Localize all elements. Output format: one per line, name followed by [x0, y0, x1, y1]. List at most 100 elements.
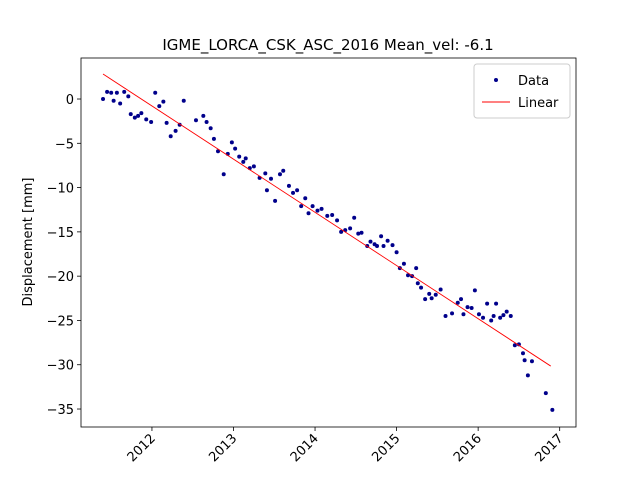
data-point: [164, 120, 169, 125]
data-point: [481, 315, 486, 320]
data-point: [512, 343, 517, 348]
data-point: [498, 315, 503, 320]
data-point: [310, 204, 315, 209]
data-point: [109, 90, 114, 95]
legend-swatch: [494, 78, 498, 82]
data-point: [221, 172, 226, 177]
data-point: [201, 113, 206, 118]
y-tick-label: −5: [55, 137, 74, 152]
data-point: [504, 309, 509, 314]
data-point: [325, 213, 330, 218]
data-point: [286, 183, 291, 188]
data-point: [273, 198, 278, 203]
data-point: [319, 206, 324, 211]
data-point: [233, 146, 238, 151]
data-point: [525, 373, 530, 378]
data-point: [216, 149, 221, 154]
legend-box: [473, 63, 571, 119]
data-point: [381, 244, 386, 249]
data-point: [465, 305, 470, 310]
data-point: [149, 120, 154, 125]
data-point: [455, 300, 460, 305]
x-tick-label: 2017: [533, 431, 567, 465]
data-point: [303, 196, 308, 201]
data-point: [508, 314, 513, 319]
data-point: [277, 172, 282, 177]
y-axis-label: Displacement [mm]: [21, 178, 36, 307]
x-tick-label: 2013: [206, 431, 240, 465]
data-point: [491, 314, 496, 319]
data-point: [269, 176, 274, 181]
data-point: [489, 318, 494, 323]
data-point: [401, 261, 406, 266]
legend-label: Linear: [518, 96, 559, 111]
data-point: [352, 215, 357, 220]
data-point: [122, 89, 127, 94]
plot-frame: [80, 57, 577, 428]
y-tick-label: 0: [66, 93, 74, 108]
data-point: [153, 90, 158, 95]
data-point: [111, 98, 116, 103]
data-point: [264, 188, 269, 193]
data-point: [193, 118, 198, 123]
data-point: [379, 234, 384, 239]
data-point: [237, 154, 242, 159]
data-point: [315, 208, 320, 213]
data-point: [472, 288, 477, 293]
data-point: [306, 211, 311, 216]
data-point: [427, 291, 432, 296]
data-point: [173, 128, 178, 133]
x-tick-label: 2015: [369, 431, 403, 465]
data-point: [157, 104, 162, 109]
data-point: [330, 213, 335, 218]
data-point: [263, 171, 268, 176]
data-point: [181, 98, 186, 103]
data-point: [128, 112, 133, 117]
data-point: [356, 231, 361, 236]
data-point: [144, 117, 149, 122]
data-point: [485, 301, 490, 306]
chart-title: IGME_LORCA_CSK_ASC_2016 Mean_vel: -6.1: [162, 36, 493, 55]
data-point: [208, 126, 213, 131]
data-point: [241, 159, 246, 164]
data-point: [429, 296, 434, 301]
legend-label: Data: [518, 74, 549, 89]
data-point: [132, 115, 137, 120]
data-point: [394, 250, 399, 255]
data-point: [368, 239, 373, 244]
data-point: [550, 407, 555, 412]
data-point: [469, 306, 474, 311]
y-tick-label: −10: [47, 182, 74, 197]
data-point: [414, 266, 419, 271]
data-point: [168, 134, 173, 139]
data-point: [114, 90, 119, 95]
data-point: [529, 359, 534, 364]
data-point: [291, 190, 296, 195]
y-tick-label: −15: [47, 226, 74, 241]
data-point: [281, 168, 286, 173]
data-point: [229, 140, 234, 145]
data-point: [385, 238, 390, 243]
data-point: [438, 287, 443, 292]
x-tick-label: 2014: [288, 431, 322, 465]
data-point: [243, 156, 248, 161]
plot-area: [101, 73, 555, 412]
data-point: [423, 297, 428, 302]
data-point: [295, 188, 300, 193]
y-tick-label: −25: [47, 314, 74, 329]
data-point: [335, 218, 340, 223]
y-tick-label: −30: [47, 359, 74, 374]
data-point: [522, 358, 527, 363]
data-point: [459, 297, 464, 302]
data-point: [433, 292, 438, 297]
data-point: [494, 301, 499, 306]
fit-line: [102, 73, 551, 367]
data-point: [516, 342, 521, 347]
data-point: [476, 312, 481, 317]
data-point: [543, 391, 548, 396]
data-point: [161, 99, 166, 104]
data-point: [443, 314, 448, 319]
data-point: [348, 226, 353, 231]
y-tick-label: −35: [47, 403, 74, 418]
